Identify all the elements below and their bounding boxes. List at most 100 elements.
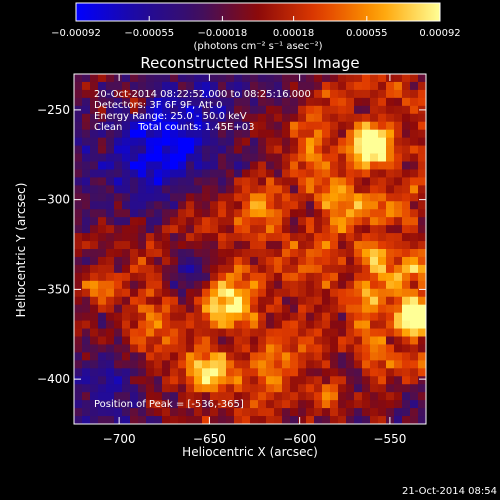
heatmap-cell (226, 320, 235, 329)
heatmap-cell (130, 249, 139, 258)
heatmap-cell (130, 384, 139, 393)
heatmap-cell (178, 209, 187, 218)
heatmap-cell (194, 296, 203, 306)
heatmap-cell (314, 233, 323, 242)
heatmap-cell (298, 169, 307, 178)
heatmap-cell (386, 241, 395, 250)
heatmap-cell (410, 400, 419, 409)
heatmap-cell (210, 161, 219, 170)
heatmap-cell (170, 129, 179, 139)
heatmap-cell (194, 217, 203, 226)
heatmap-cell (98, 121, 107, 131)
y-tick-label: −300 (37, 193, 70, 207)
heatmap-cell (210, 328, 219, 337)
heatmap-cell (226, 408, 235, 417)
heatmap-cell (386, 177, 395, 186)
heatmap-cell (98, 145, 107, 154)
heatmap-cell (330, 137, 339, 146)
heatmap-cell (74, 177, 83, 186)
heatmap-cell (250, 352, 259, 361)
heatmap-cell (210, 233, 219, 242)
heatmap-cell (98, 129, 107, 139)
heatmap-cell (162, 241, 171, 250)
heatmap-cell (330, 384, 339, 393)
heatmap-cell (242, 336, 251, 345)
heatmap-cell (306, 288, 315, 298)
heatmap-cell (226, 193, 235, 202)
heatmap-cell (218, 241, 227, 250)
heatmap-cell (146, 249, 155, 258)
heatmap-cell (330, 169, 339, 178)
heatmap-cell (378, 392, 387, 401)
heatmap-cell (218, 416, 227, 424)
heatmap-cell (418, 121, 426, 131)
heatmap-cell (138, 81, 147, 91)
heatmap-cell (82, 376, 91, 385)
heatmap-cell (138, 360, 147, 369)
heatmap-cell (354, 384, 363, 393)
heatmap-cell (298, 280, 307, 290)
heatmap-cell (258, 177, 267, 186)
heatmap-cell (378, 280, 387, 290)
heatmap-cell (194, 129, 203, 139)
heatmap-cell (306, 225, 315, 234)
heatmap-cell (298, 336, 307, 345)
heatmap-cell (330, 296, 339, 306)
heatmap-cell (306, 169, 315, 178)
heatmap-cell (146, 81, 155, 91)
heatmap-cell (178, 105, 187, 115)
heatmap-cell (234, 161, 243, 170)
heatmap-cell (250, 376, 259, 385)
heatmap-cell (410, 121, 419, 131)
heatmap-cell (250, 177, 259, 186)
heatmap-cell (314, 153, 323, 162)
heatmap-cell (98, 344, 107, 353)
heatmap-cell (82, 137, 91, 146)
heatmap-cell (130, 81, 139, 91)
heatmap-cell (298, 241, 307, 250)
heatmap-cell (410, 201, 419, 210)
heatmap-cell (90, 376, 99, 385)
heatmap-cell (346, 89, 355, 99)
heatmap-cell (274, 153, 283, 162)
heatmap-cell (250, 400, 259, 409)
heatmap-cell (282, 304, 291, 314)
heatmap-cell (106, 81, 115, 91)
heatmap-cell (138, 233, 147, 242)
heatmap-cell (410, 304, 419, 314)
heatmap-cell (162, 320, 171, 329)
heatmap-cell (138, 304, 147, 314)
heatmap-cell (234, 296, 243, 306)
heatmap-cell (178, 416, 187, 424)
heatmap-cell (354, 121, 363, 131)
heatmap-cell (314, 376, 323, 385)
heatmap-cell (210, 296, 219, 306)
heatmap-cell (122, 105, 131, 115)
heatmap-cell (98, 193, 107, 202)
heatmap-cell (354, 81, 363, 91)
heatmap-cell (266, 280, 275, 290)
x-axis-label: Heliocentric X (arcsec) (182, 445, 318, 459)
heatmap-cell (394, 264, 403, 274)
heatmap-cell (378, 161, 387, 170)
heatmap-cell (402, 272, 411, 282)
heatmap-cell (298, 256, 307, 266)
heatmap-cell (338, 161, 347, 170)
heatmap-cell (90, 360, 99, 369)
heatmap-cell (322, 320, 331, 329)
heatmap-cell (282, 113, 291, 123)
heatmap-cell (242, 384, 251, 393)
heatmap-cell (346, 225, 355, 234)
heatmap-cell (194, 97, 203, 107)
colorbar-tick-label: −0.00055 (124, 28, 174, 39)
heatmap-cell (402, 105, 411, 115)
heatmap-cell (122, 336, 131, 345)
heatmap-cell (130, 121, 139, 131)
heatmap-cell (106, 193, 115, 202)
heatmap-cell (306, 241, 315, 250)
heatmap-cell (322, 264, 331, 274)
heatmap-cell (130, 241, 139, 250)
heatmap-cell (314, 304, 323, 314)
heatmap-cell (314, 217, 323, 226)
heatmap-cell (242, 272, 251, 282)
